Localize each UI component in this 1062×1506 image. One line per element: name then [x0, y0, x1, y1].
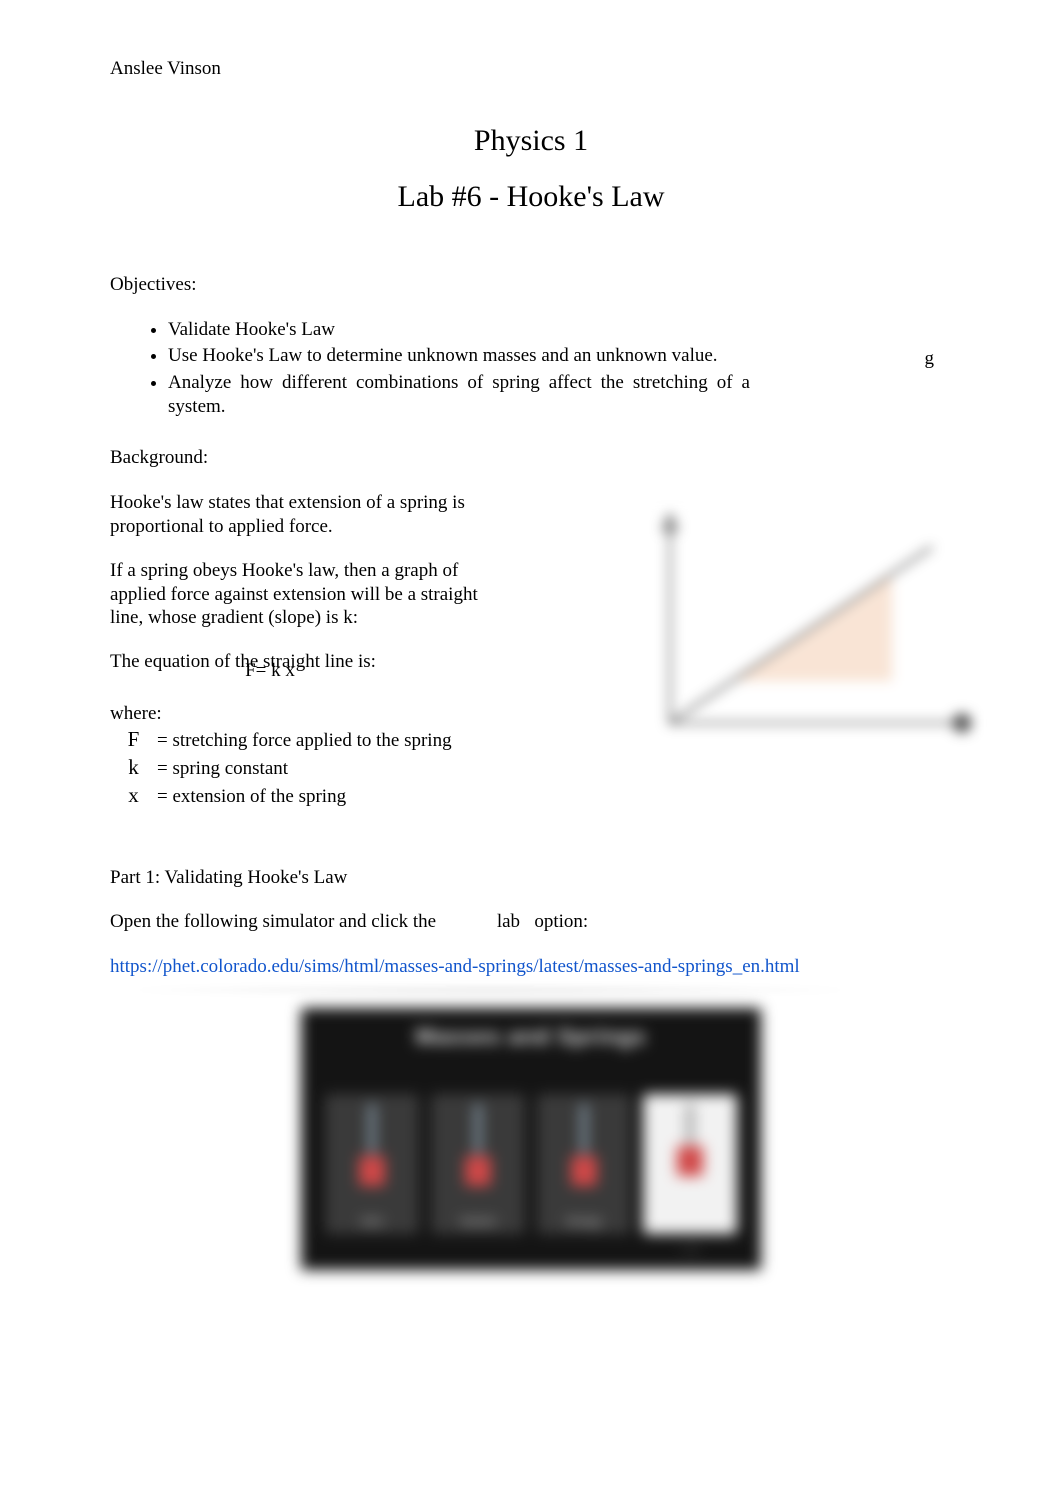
objectives-heading: Objectives:: [110, 274, 952, 296]
graph-bg: [592, 497, 992, 775]
simulator-link[interactable]: https://phet.colorado.edu/sims/html/mass…: [110, 955, 952, 980]
mass-icon: [677, 1146, 703, 1176]
sym-F: F: [120, 726, 148, 753]
sim-panel-label: Energy: [537, 1216, 631, 1228]
sim-panel-label: Intro: [325, 1216, 419, 1228]
x-axis-endpoint: [952, 713, 972, 733]
sim-panel-vectors: Vectors: [431, 1094, 525, 1234]
open-text-lab: lab: [497, 911, 520, 932]
background-two-column: Hooke's law states that extension of a s…: [110, 491, 952, 831]
mass-icon: [359, 1156, 385, 1186]
background-text-col: Hooke's law states that extension of a s…: [110, 491, 480, 809]
sim-title: Masses and Springs: [301, 1024, 761, 1050]
objective-item: Analyze how different combinations of sp…: [168, 371, 750, 420]
link-shadow: [110, 984, 870, 996]
sym-k: k: [120, 754, 148, 781]
open-text-a: Open the following simulator and click t…: [110, 911, 436, 932]
spring-icon: [475, 1104, 481, 1154]
simulator-thumbnail: Masses and Springs Intro Vectors Energy: [301, 1008, 761, 1270]
background-para-2: If a spring obeys Hooke's law, then a gr…: [110, 559, 480, 630]
spring-icon: [369, 1104, 375, 1154]
spring-icon: [687, 1104, 693, 1144]
objectives-block: Validate Hooke's Law Use Hooke's Law to …: [110, 318, 952, 419]
stray-g-char: g: [925, 348, 935, 370]
simulator-image: Masses and Springs Intro Vectors Energy: [301, 1008, 761, 1270]
hookes-law-graph: [592, 497, 992, 775]
variable-definitions: where: F = stretching force applied to t…: [110, 702, 480, 810]
where-label: where:: [110, 702, 480, 727]
sim-panel-label: Lab: [643, 1244, 737, 1256]
background-heading: Background:: [110, 447, 952, 469]
author-name: Anslee Vinson: [110, 58, 952, 80]
objective-item: Use Hooke's Law to determine unknown mas…: [168, 344, 750, 368]
page-title-lab: Lab #6 - Hooke's Law: [110, 180, 952, 214]
sim-panel-intro: Intro: [325, 1094, 419, 1234]
sym-x: x: [120, 782, 148, 809]
sim-panel-lab: Lab: [643, 1094, 737, 1234]
y-axis-marker: [662, 519, 678, 535]
def-F: = stretching force applied to the spring: [157, 730, 452, 751]
page-title-course: Physics 1: [110, 124, 952, 158]
def-x: = extension of the spring: [157, 786, 346, 807]
sim-panel-energy: Energy: [537, 1094, 631, 1234]
part1-heading: Part 1: Validating Hooke's Law: [110, 867, 952, 889]
def-k: = spring constant: [157, 758, 288, 779]
objective-item: Validate Hooke's Law: [168, 318, 750, 342]
sim-panels: Intro Vectors Energy Lab: [325, 1094, 737, 1234]
objectives-list: Validate Hooke's Law Use Hooke's Law to …: [110, 318, 750, 419]
sim-panel-label: Vectors: [431, 1216, 525, 1228]
background-para-1: Hooke's law states that extension of a s…: [110, 491, 480, 539]
mass-icon: [571, 1156, 597, 1186]
mass-icon: [465, 1156, 491, 1186]
open-text-b: option:: [534, 911, 588, 932]
spring-icon: [581, 1104, 587, 1154]
open-simulator-line: Open the following simulator and click t…: [110, 911, 952, 933]
